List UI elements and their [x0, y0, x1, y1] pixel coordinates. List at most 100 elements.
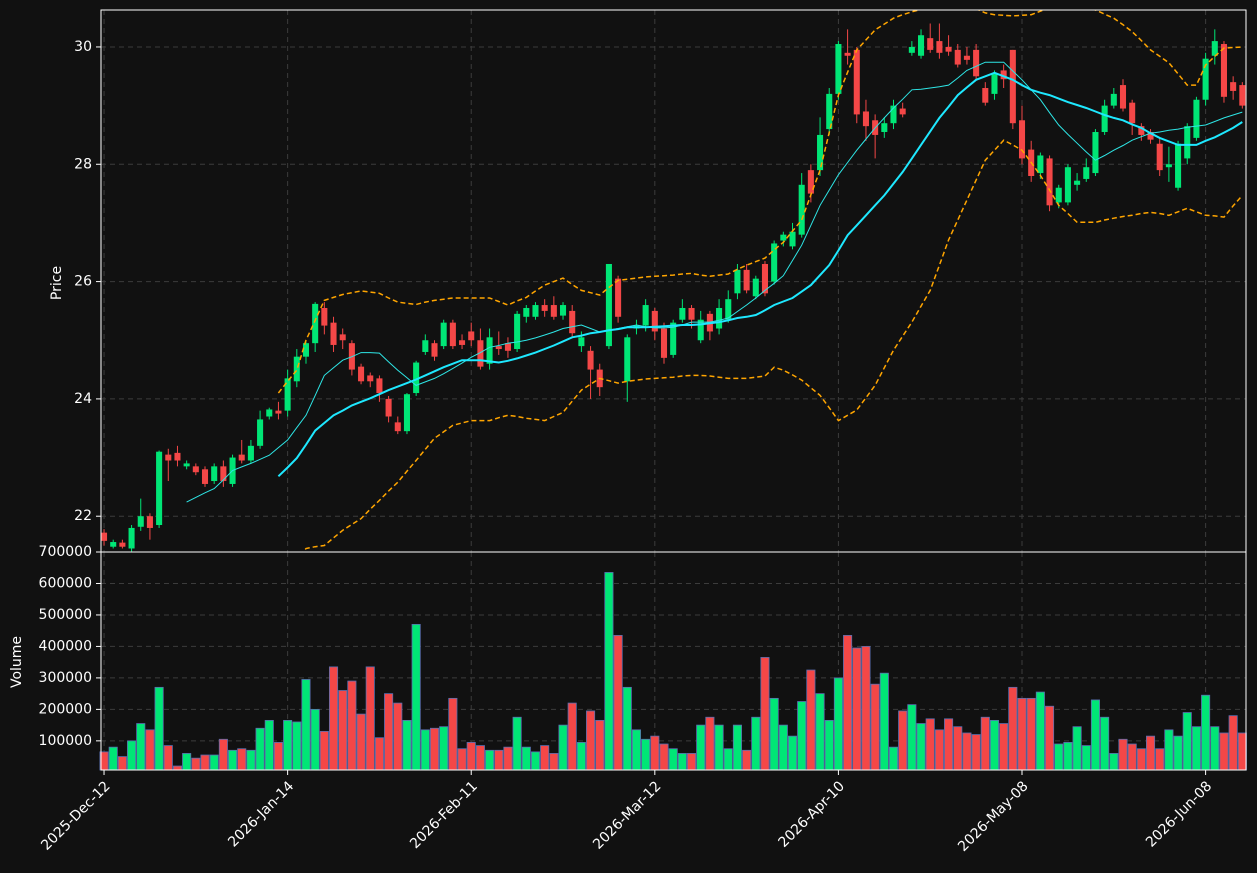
volume-bar — [172, 765, 182, 771]
candle-body — [1046, 158, 1053, 206]
candle-body — [954, 49, 961, 65]
volume-bar — [1008, 686, 1018, 771]
volume-bar — [1145, 735, 1156, 771]
volume-bar — [1026, 697, 1036, 771]
candle-body — [1083, 167, 1090, 179]
volume-bar — [209, 754, 219, 771]
candle-body — [660, 328, 668, 358]
volume-bar — [916, 723, 926, 771]
volume-bar — [797, 701, 807, 771]
volume-bar — [732, 724, 742, 771]
volume-bar — [999, 723, 1009, 771]
volume-bar — [503, 746, 513, 771]
volume-bar — [475, 745, 485, 771]
candle-body — [605, 263, 612, 347]
volume-bar — [1072, 726, 1082, 771]
candle-body — [504, 343, 511, 351]
volume-bar — [1136, 748, 1146, 771]
volume-bar — [760, 657, 770, 771]
volume-bar — [980, 716, 990, 771]
candle-body — [1101, 105, 1108, 133]
candle-body — [697, 319, 704, 341]
candle-body — [220, 466, 227, 482]
volume-bar — [457, 748, 467, 771]
volume-bar — [1164, 729, 1174, 771]
volume-bar — [439, 726, 449, 771]
candle-body — [1110, 93, 1117, 106]
candle-body — [908, 46, 915, 53]
candle-body — [798, 184, 805, 235]
candle-body — [422, 340, 429, 352]
candle-body — [137, 516, 144, 527]
volume-bar — [255, 727, 265, 771]
volume-bar — [494, 749, 504, 771]
candle-body — [275, 410, 282, 414]
volume-frame — [100, 551, 1247, 771]
volume-bar — [384, 693, 394, 771]
volume-bar — [888, 746, 899, 771]
moving-average-line — [186, 61, 1243, 503]
volume-bar — [1228, 715, 1238, 771]
candle-body — [752, 278, 759, 297]
volume-bar — [1155, 748, 1165, 771]
candle-body — [266, 409, 273, 417]
candle-body — [1147, 132, 1154, 140]
candle-body — [679, 307, 686, 320]
volume-bar — [1191, 726, 1201, 771]
volume-bar — [641, 738, 651, 771]
volume-bar — [540, 745, 550, 771]
candle-body — [495, 346, 502, 350]
candle-body — [358, 366, 365, 382]
volume-bar — [1173, 735, 1183, 771]
volume-axis-label: Volume — [9, 636, 25, 688]
candle-body — [789, 231, 796, 247]
candle-body — [321, 307, 328, 326]
volume-bar — [1063, 742, 1073, 771]
candle-body — [312, 303, 319, 344]
candle-body — [165, 454, 172, 461]
y-tick-label: 26 — [74, 274, 92, 290]
volume-bar — [558, 724, 568, 771]
volume-bar — [989, 719, 1000, 771]
volume-bar — [1118, 738, 1128, 771]
candle-body — [532, 305, 539, 317]
candle-body — [771, 243, 778, 282]
candle-body — [743, 269, 750, 291]
volume-bar — [356, 713, 366, 771]
candle-body — [110, 542, 117, 547]
candle-body — [559, 305, 567, 316]
y-tick-label: 100000 — [39, 733, 92, 749]
volume-bar — [1210, 726, 1220, 771]
candle-body — [780, 234, 787, 241]
price-axis-label: Price — [49, 266, 65, 300]
candle-body — [982, 88, 989, 103]
candle-body — [1220, 44, 1227, 97]
y-tick-label: 500000 — [39, 607, 92, 623]
volume-bar — [365, 666, 375, 771]
volume-bar — [218, 738, 228, 771]
volume-bar — [182, 753, 192, 771]
volume-bar — [411, 623, 421, 771]
candle-body — [734, 269, 741, 294]
volume-bar — [136, 723, 146, 771]
candle-body — [844, 52, 851, 56]
volume-bar — [677, 753, 687, 771]
volume-bar — [1081, 745, 1091, 771]
candle-body — [1064, 167, 1071, 203]
volume-bar — [374, 737, 384, 771]
candle-body — [1119, 85, 1127, 109]
y-tick-label: 600000 — [39, 575, 92, 591]
volume-bar — [420, 729, 430, 771]
candle-body — [624, 337, 631, 382]
volume-bar — [1045, 705, 1055, 771]
candle-body — [431, 343, 438, 357]
band-line — [302, 139, 1243, 552]
volume-bar — [1035, 691, 1045, 771]
volume-bar — [723, 748, 733, 771]
candle-body — [541, 305, 548, 311]
candle-body — [963, 55, 970, 60]
volume-bar — [843, 635, 853, 771]
candle-body — [394, 422, 401, 432]
candle-body — [201, 469, 209, 484]
volume-bar — [769, 697, 779, 771]
